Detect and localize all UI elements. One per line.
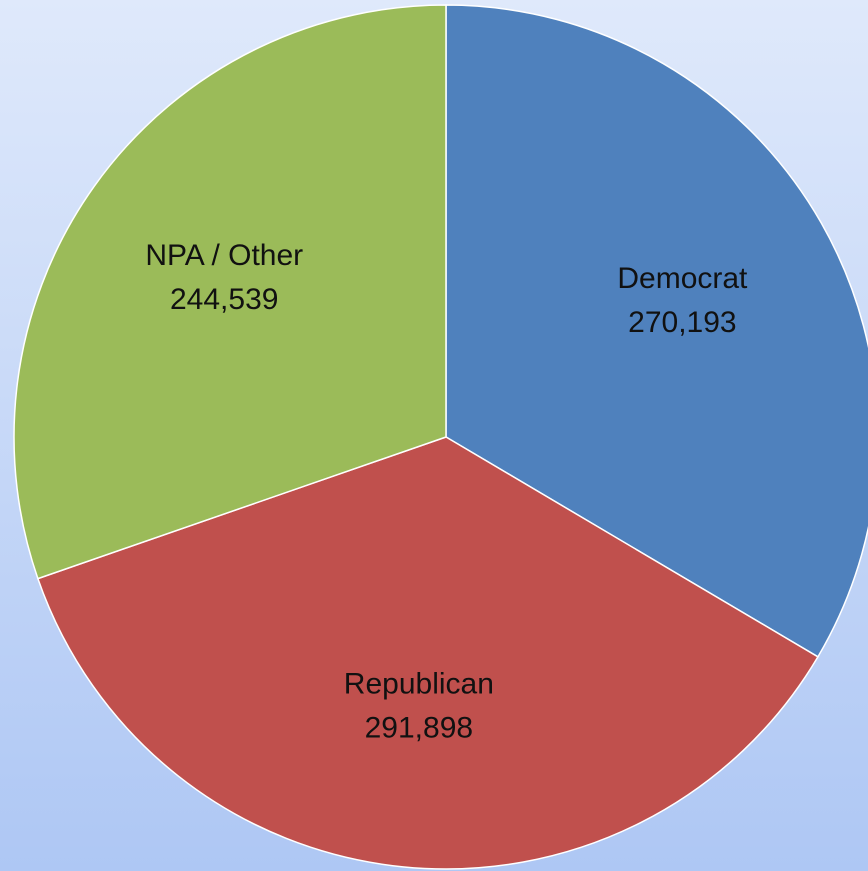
slice-category-label: Republican <box>344 668 494 701</box>
pie-labels: Democrat 270,193 Republican 291,898 NPA / Ot… <box>145 239 748 745</box>
slice-value-label: 244,539 <box>170 283 278 316</box>
pie-slice <box>445 4 868 658</box>
slice-value-label: 291,898 <box>365 712 473 745</box>
pie-slice <box>36 436 819 870</box>
slice-value-label: 270,193 <box>628 306 736 339</box>
pie <box>13 4 868 870</box>
pie-slice <box>13 4 447 580</box>
slice-category-label: Democrat <box>617 262 748 295</box>
slice-category-label: NPA / Other <box>145 239 303 272</box>
